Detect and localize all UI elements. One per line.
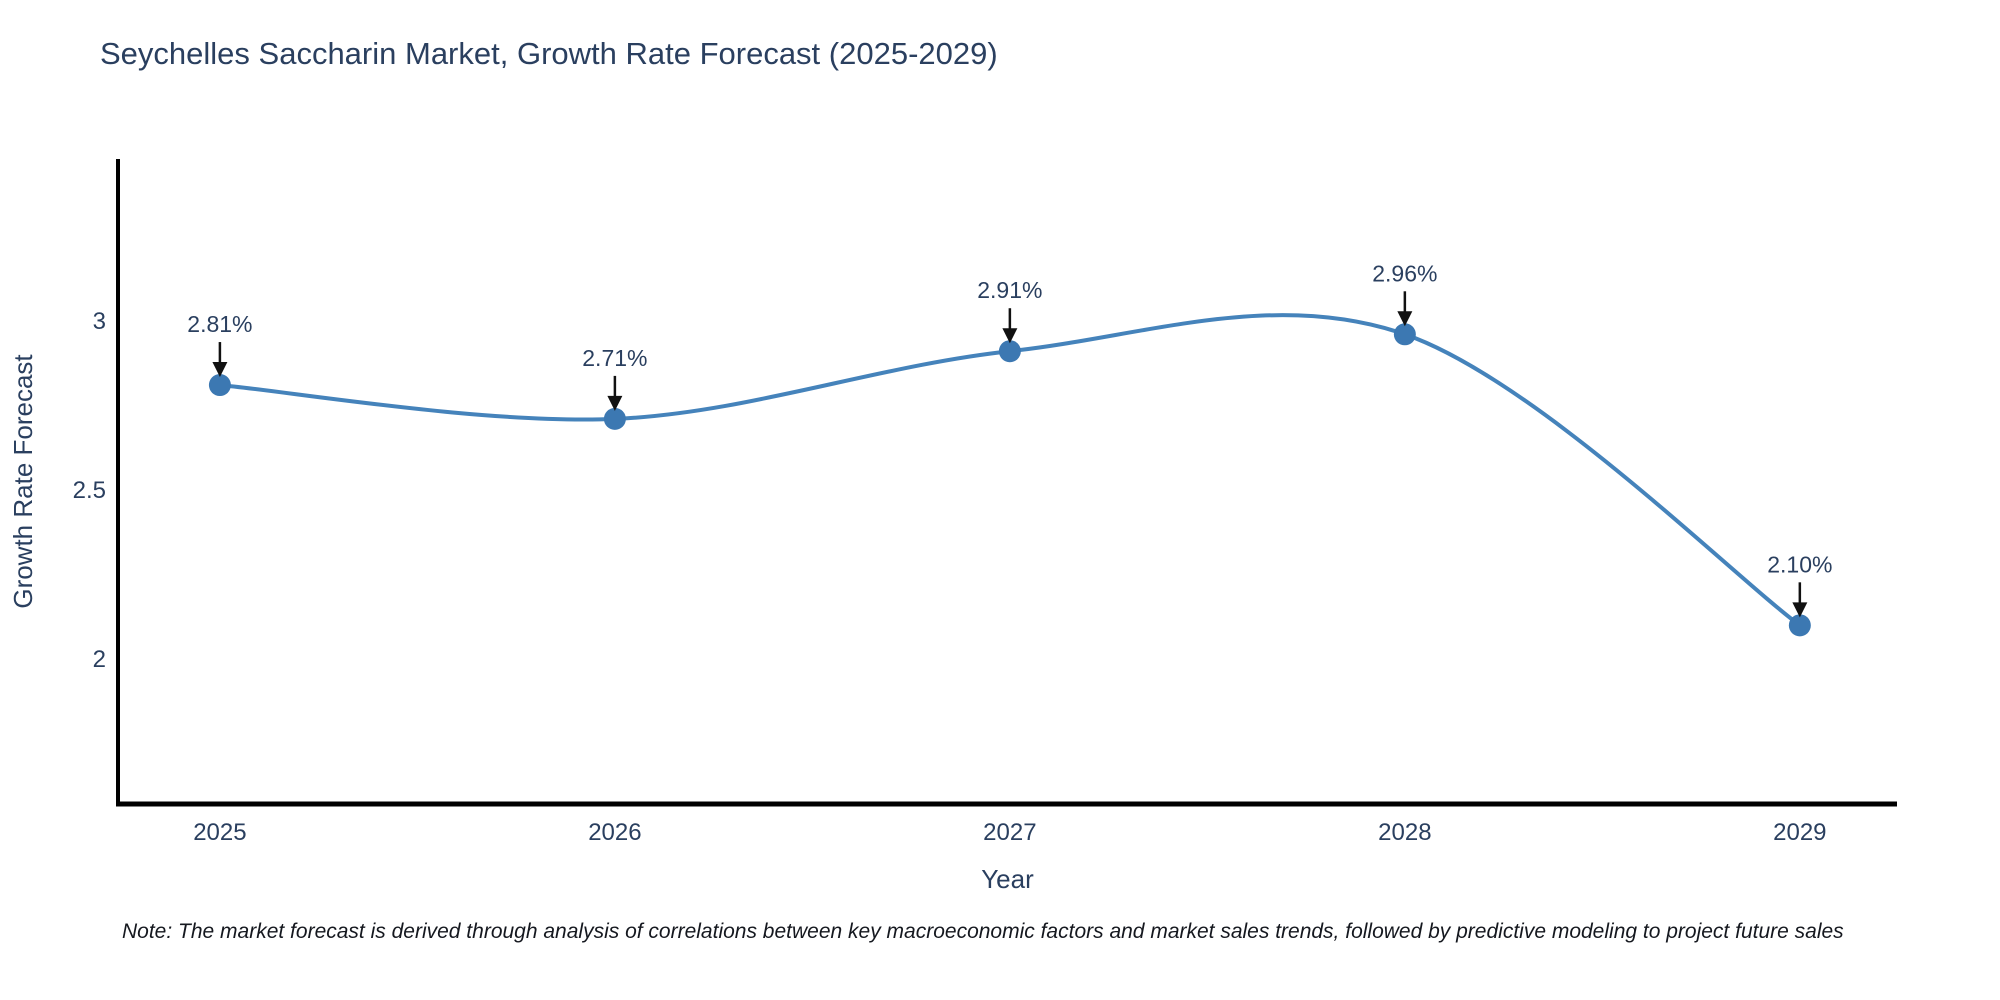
data-point-label: 2.71% <box>582 345 647 371</box>
x-tick-label: 2028 <box>1378 819 1431 846</box>
data-point-label: 2.91% <box>977 277 1042 303</box>
x-tick-label: 2026 <box>588 819 641 846</box>
data-point-label: 2.10% <box>1767 551 1832 577</box>
data-point-marker <box>603 407 626 430</box>
x-tick-label: 2029 <box>1773 819 1826 846</box>
data-point-label: 2.96% <box>1372 260 1437 286</box>
data-point-marker <box>998 340 1021 363</box>
annotation-arrowhead-icon <box>212 362 228 378</box>
x-axis-title: Year <box>981 864 1034 894</box>
x-tick-label: 2027 <box>983 819 1036 846</box>
data-point-marker <box>208 374 231 397</box>
x-tick-label: 2025 <box>193 819 246 846</box>
annotation-arrowhead-icon <box>1002 328 1018 344</box>
data-point-marker <box>1788 614 1811 637</box>
annotation-arrowhead-icon <box>1792 602 1808 618</box>
annotation-arrowhead-icon <box>607 395 623 411</box>
y-tick-label: 3 <box>93 308 106 335</box>
chart-title: Seychelles Saccharin Market, Growth Rate… <box>100 36 998 71</box>
data-point-label: 2.81% <box>187 311 252 337</box>
y-tick-label: 2.5 <box>73 477 106 504</box>
data-point-marker <box>1393 323 1416 346</box>
chart-footnote: Note: The market forecast is derived thr… <box>122 920 1844 943</box>
annotation-arrowhead-icon <box>1397 311 1413 327</box>
y-axis-title: Growth Rate Forecast <box>8 354 38 609</box>
y-tick-label: 2 <box>93 646 106 673</box>
